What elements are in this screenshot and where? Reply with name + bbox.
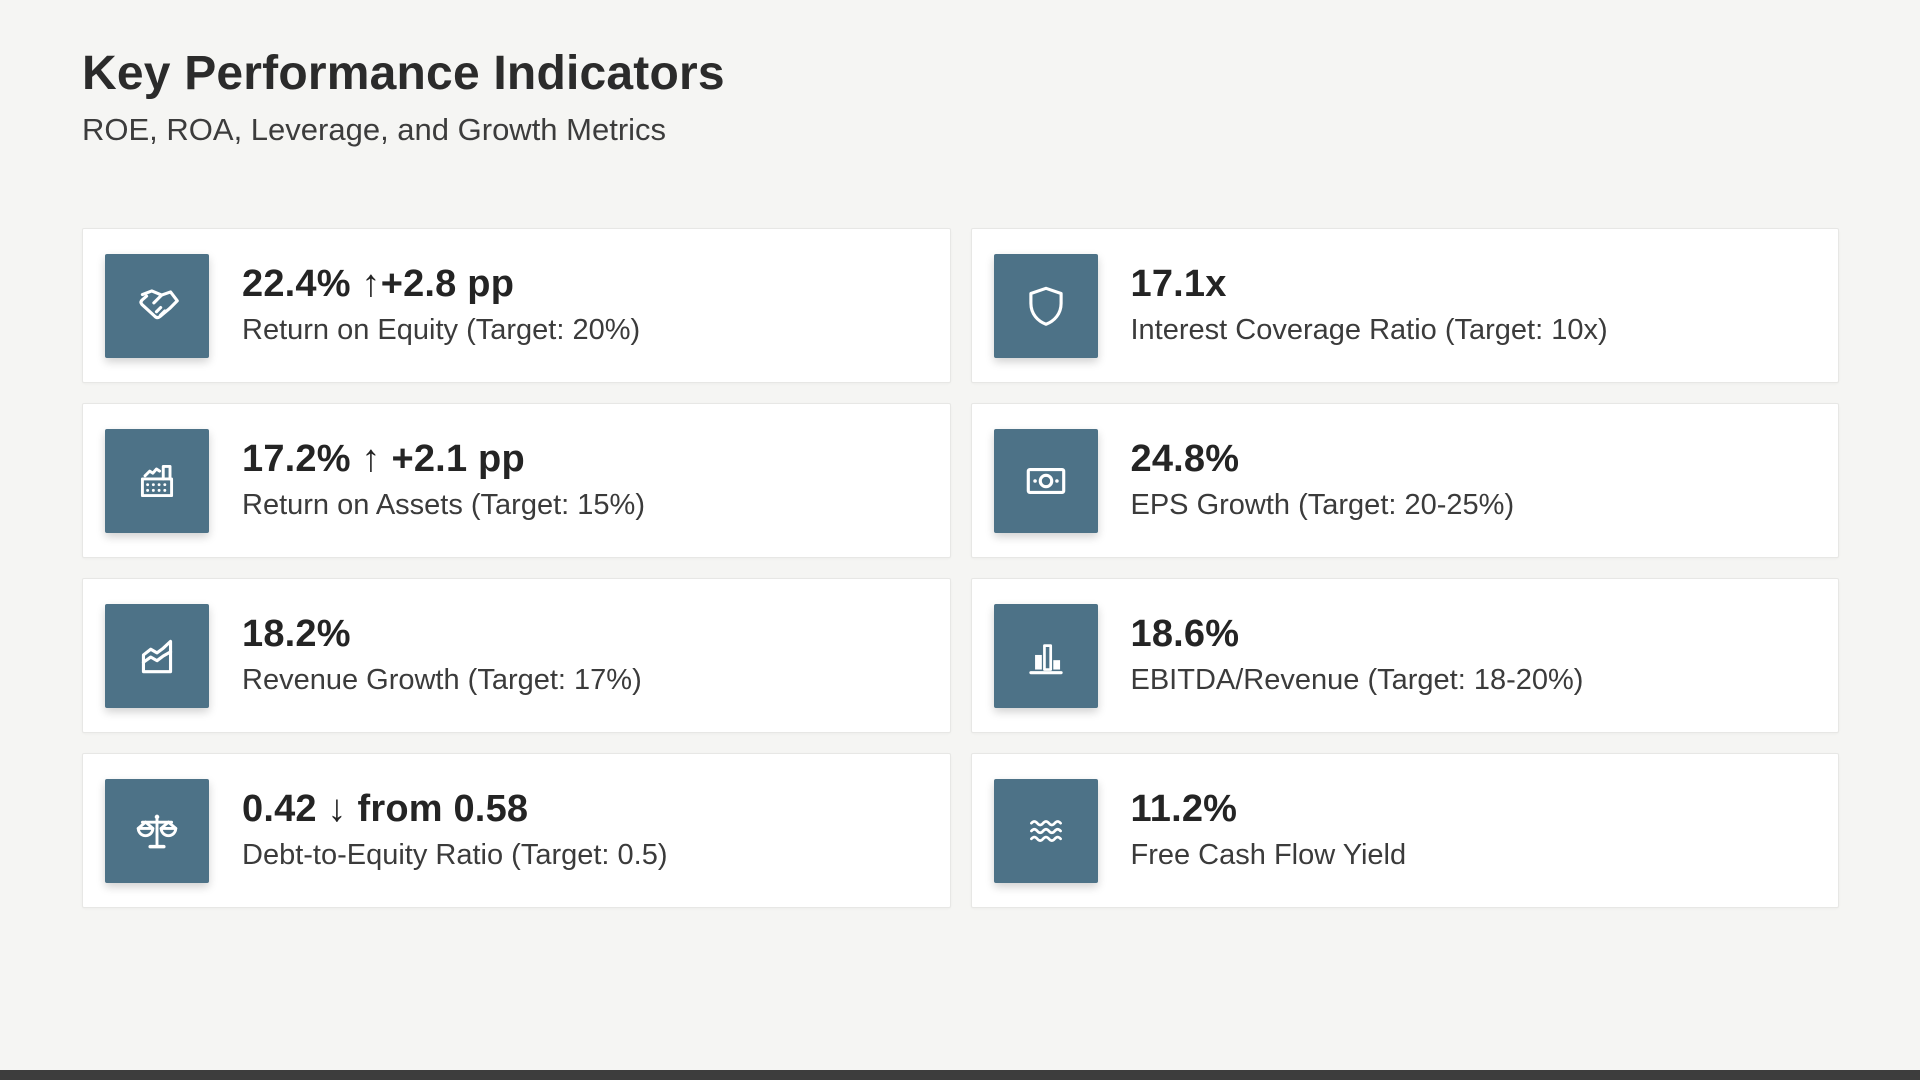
shield-icon: [993, 253, 1098, 358]
kpi-label: Return on Assets (Target: 15%): [242, 489, 645, 522]
kpi-card-return-on-equity: 22.4% ↑+2.8 pp Return on Equity (Target:…: [82, 228, 951, 384]
factory-icon: [105, 428, 209, 533]
area-chart-icon: [105, 603, 209, 708]
scales-icon: [105, 778, 209, 883]
kpi-dashboard: Key Performance Indicators ROE, ROA, Lev…: [82, 47, 1839, 909]
kpi-text: 17.1x Interest Coverage Ratio (Target: 1…: [1131, 263, 1608, 348]
kpi-card-free-cash-flow: 11.2% Free Cash Flow Yield: [970, 753, 1839, 909]
kpi-value: 18.2%: [242, 613, 351, 656]
kpi-label: Debt-to-Equity Ratio (Target: 0.5): [242, 839, 668, 872]
bottom-bar: [0, 1070, 1920, 1080]
kpi-card-ebitda-revenue: 18.6% EBITDA/Revenue (Target: 18-20%): [970, 578, 1839, 734]
kpi-value: 18.6%: [1130, 613, 1240, 656]
page-title: Key Performance Indicators: [82, 47, 725, 100]
waves-icon: [993, 778, 1098, 883]
kpi-card-revenue-growth: 18.2% Revenue Growth (Target: 17%): [82, 578, 951, 734]
kpi-card-eps-growth: 24.8% EPS Growth (Target: 20-25%): [970, 403, 1839, 559]
kpi-text: 17.2% ↑ +2.1 pp Return on Assets (Target…: [242, 438, 645, 523]
kpi-label: EBITDA/Revenue (Target: 18-20%): [1130, 664, 1584, 697]
kpi-card-debt-to-equity: 0.42 ↓ from 0.58 Debt-to-Equity Ratio (T…: [82, 753, 951, 909]
kpi-text: 22.4% ↑+2.8 pp Return on Equity (Target:…: [242, 263, 640, 348]
kpi-label: Revenue Growth (Target: 17%): [242, 664, 642, 697]
kpi-text: 11.2% Free Cash Flow Yield: [1131, 788, 1407, 873]
kpi-label: EPS Growth (Target: 20-25%): [1130, 489, 1515, 522]
kpi-card-interest-coverage: 17.1x Interest Coverage Ratio (Target: 1…: [970, 228, 1839, 384]
kpi-text: 0.42 ↓ from 0.58 Debt-to-Equity Ratio (T…: [242, 788, 668, 873]
bar-chart-icon: [993, 603, 1098, 708]
kpi-text: 18.2% Revenue Growth (Target: 17%): [242, 613, 642, 698]
kpi-label: Interest Coverage Ratio (Target: 10x): [1130, 314, 1608, 347]
handshake-icon: [105, 253, 209, 358]
kpi-text: 24.8% EPS Growth (Target: 20-25%): [1131, 438, 1515, 523]
kpi-text: 18.6% EBITDA/Revenue (Target: 18-20%): [1131, 613, 1584, 698]
kpi-value: 0.42 ↓ from 0.58: [242, 788, 529, 831]
banknote-icon: [993, 428, 1098, 533]
kpi-value: 17.2% ↑ +2.1 pp: [242, 438, 525, 481]
kpi-value: 11.2%: [1130, 788, 1238, 831]
kpi-value: 24.8%: [1130, 438, 1240, 481]
kpi-value: 22.4% ↑+2.8 pp: [242, 263, 515, 306]
kpi-value: 17.1x: [1130, 263, 1227, 306]
page-subtitle: ROE, ROA, Leverage, and Growth Metrics: [82, 112, 667, 147]
kpi-label: Free Cash Flow Yield: [1130, 839, 1407, 872]
kpi-label: Return on Equity (Target: 20%): [242, 314, 641, 347]
kpi-card-return-on-assets: 17.2% ↑ +2.1 pp Return on Assets (Target…: [82, 403, 951, 559]
kpi-grid: 22.4% ↑+2.8 pp Return on Equity (Target:…: [82, 228, 1839, 909]
